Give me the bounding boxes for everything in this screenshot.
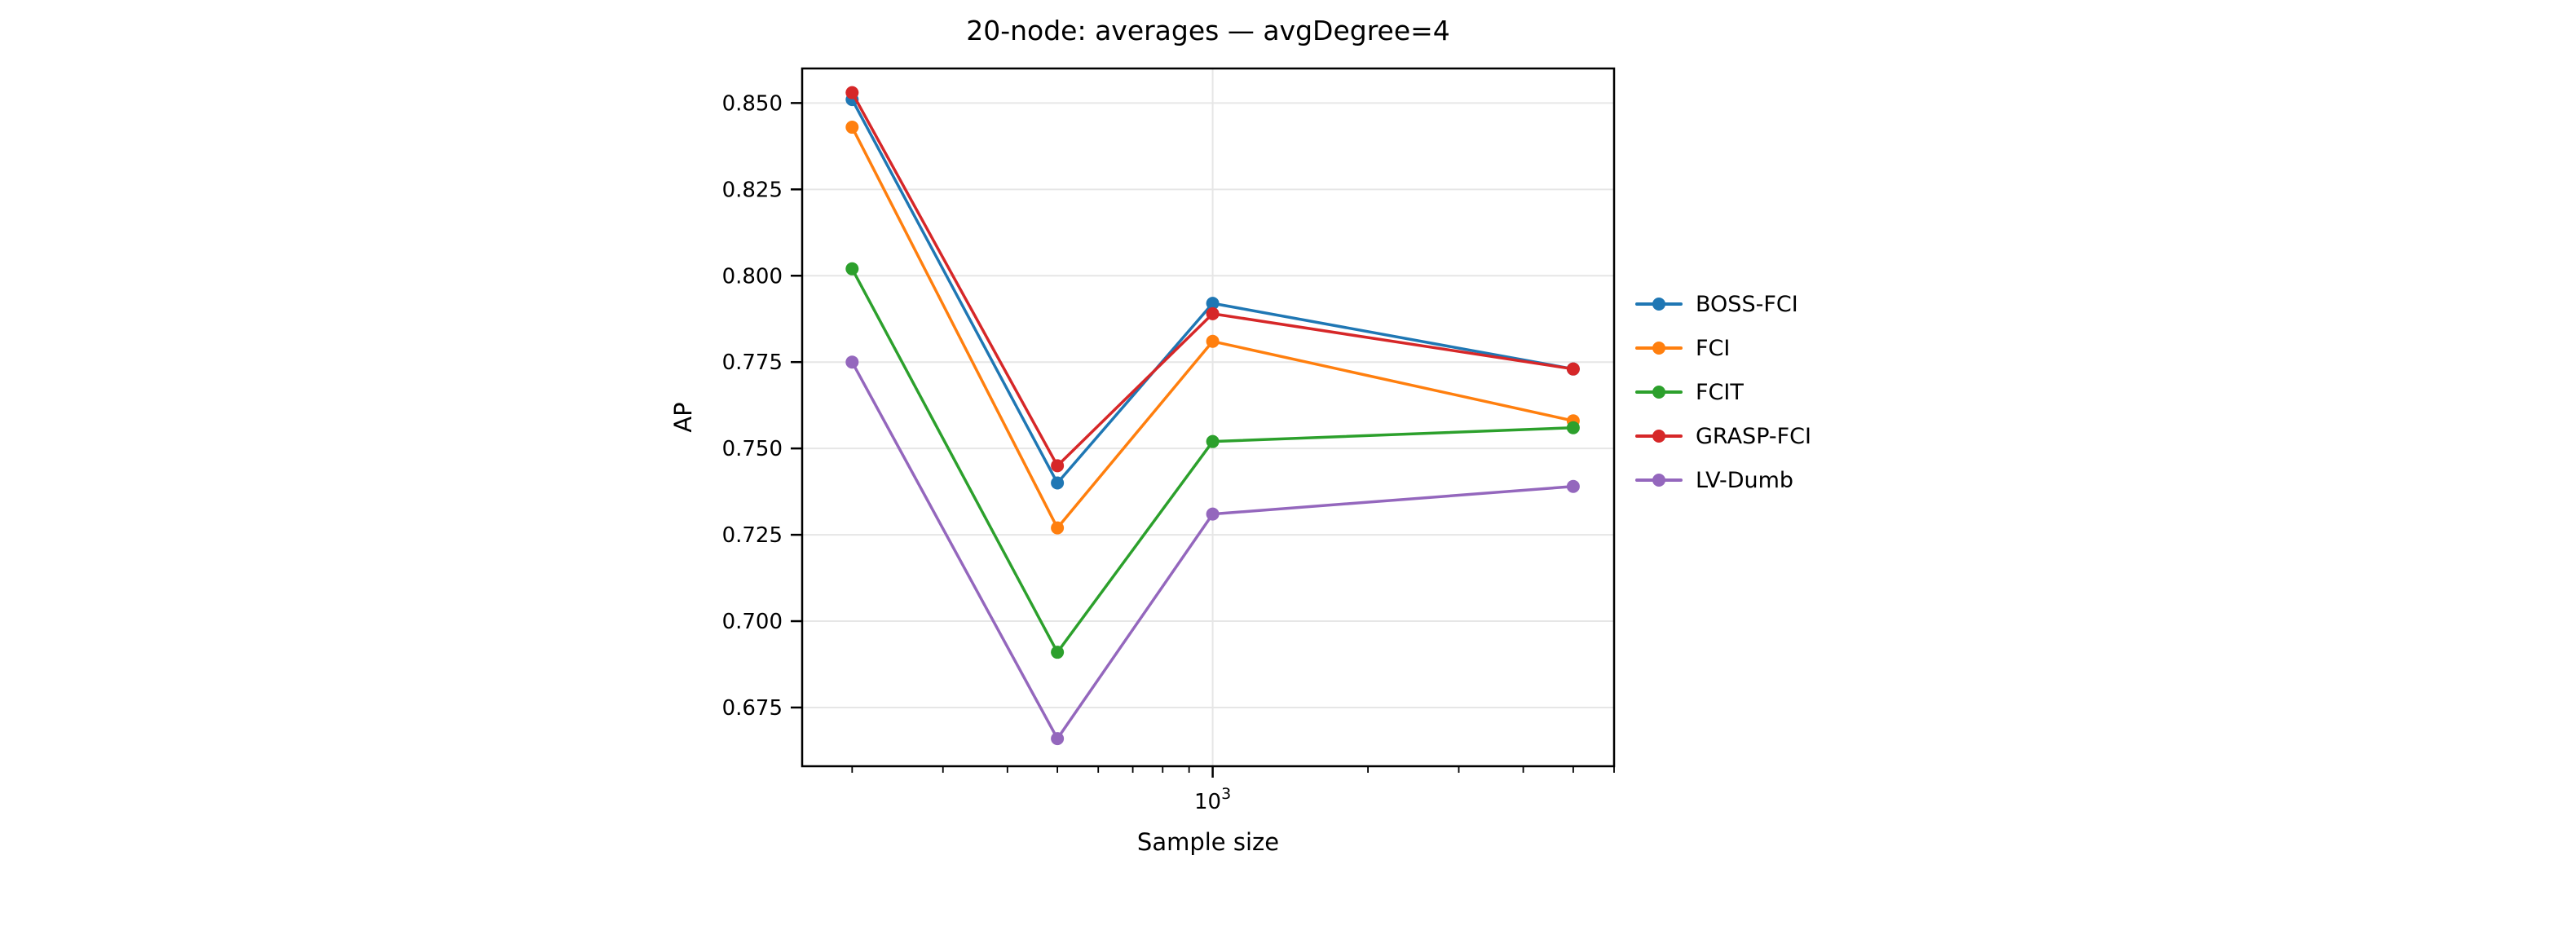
series-line-FCIT — [850, 267, 1575, 654]
chart-title: 20-node: averages — avgDegree=4 — [966, 15, 1450, 46]
legend-item: FCI — [1635, 326, 1811, 370]
y-tick-label: 0.800 — [722, 264, 783, 289]
legend-marker-icon — [1635, 429, 1683, 443]
series-line-BOSS-FCI — [850, 98, 1575, 485]
data-point-LV-Dumb — [845, 355, 859, 369]
y-tick-label: 0.825 — [722, 178, 783, 202]
data-point-FCIT — [1566, 421, 1580, 434]
data-point-BOSS-FCI — [1206, 297, 1220, 311]
chart-legend: BOSS-FCI FCI FCIT GRASP-FCI LV-Dumb — [1635, 282, 1811, 502]
data-point-BOSS-FCI — [1051, 476, 1065, 490]
data-point-LV-Dumb — [1566, 479, 1580, 493]
y-tick-label: 0.775 — [722, 351, 783, 375]
y-tick-label: 0.850 — [722, 91, 783, 116]
legend-label: LV-Dumb — [1696, 467, 1794, 493]
data-point-FCIT — [1051, 646, 1065, 659]
data-point-FCIT — [845, 262, 859, 276]
data-point-LV-Dumb — [1051, 732, 1065, 746]
legend-item: LV-Dumb — [1635, 458, 1811, 502]
data-point-GRASP-FCI — [845, 86, 859, 99]
y-axis-label: AP — [669, 402, 697, 433]
data-point-FCI — [1051, 521, 1065, 535]
data-point-GRASP-FCI — [1566, 362, 1580, 376]
legend-marker-icon — [1635, 297, 1683, 311]
data-point-FCI — [845, 121, 859, 134]
axes-background — [802, 68, 1614, 766]
data-point-GRASP-FCI — [1051, 459, 1065, 473]
x-axis-label: Sample size — [1136, 828, 1280, 856]
series-line-FCI — [850, 126, 1575, 530]
y-tick-label: 0.700 — [722, 610, 783, 634]
legend-label: BOSS-FCI — [1696, 291, 1798, 317]
y-tick-label: 0.750 — [722, 437, 783, 461]
legend-label: FCIT — [1696, 379, 1744, 405]
series-line-LV-Dumb — [850, 360, 1575, 740]
data-point-FCI — [1206, 334, 1220, 348]
legend-item: FCIT — [1635, 370, 1811, 414]
legend-label: GRASP-FCI — [1696, 423, 1811, 449]
axes-spines — [801, 67, 1616, 768]
legend-item: GRASP-FCI — [1635, 414, 1811, 458]
legend-marker-icon — [1635, 473, 1683, 487]
data-point-GRASP-FCI — [1206, 306, 1220, 320]
data-point-LV-Dumb — [1206, 507, 1220, 521]
legend-label: FCI — [1696, 335, 1731, 361]
series-line-GRASP-FCI — [850, 90, 1575, 468]
data-point-FCIT — [1206, 434, 1220, 448]
y-tick-label: 0.675 — [722, 696, 783, 721]
legend-marker-icon — [1635, 341, 1683, 355]
legend-marker-icon — [1635, 385, 1683, 399]
y-tick-label: 0.725 — [722, 523, 783, 548]
legend-item: BOSS-FCI — [1635, 282, 1811, 326]
x-tick-label: 103 — [1194, 785, 1231, 814]
